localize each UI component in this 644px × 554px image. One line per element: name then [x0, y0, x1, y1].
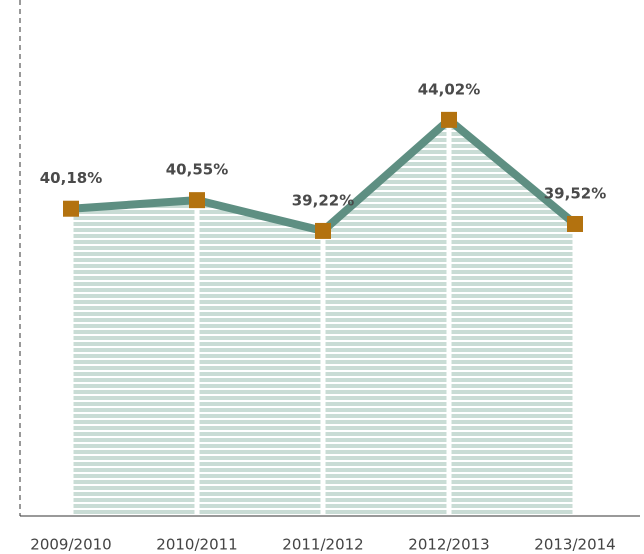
x-tick-label: 2010/2011	[156, 536, 237, 554]
value-label: 40,55%	[166, 161, 228, 179]
value-label: 39,52%	[544, 184, 606, 202]
marker	[189, 192, 205, 209]
value-label: 44,02%	[418, 80, 480, 98]
x-tick-label: 2011/2012	[282, 536, 363, 554]
marker	[567, 215, 583, 232]
marker	[63, 200, 79, 217]
value-label: 39,22%	[292, 191, 354, 209]
value-label: 40,18%	[40, 169, 102, 187]
x-tick-label: 2012/2013	[408, 536, 489, 554]
marker	[315, 222, 331, 239]
marker	[441, 111, 457, 128]
x-tick-label: 2013/2014	[534, 536, 615, 554]
x-tick-label: 2009/2010	[30, 536, 111, 554]
